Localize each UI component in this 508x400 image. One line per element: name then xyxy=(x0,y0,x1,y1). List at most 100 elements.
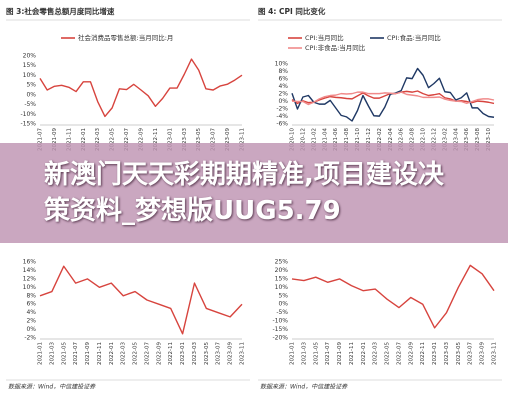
y-tick-label: 20% xyxy=(275,267,289,274)
line xyxy=(291,67,495,122)
x-tick-label: 2023-01 xyxy=(432,342,438,365)
y-tick-label: 12% xyxy=(23,275,37,282)
x-tick-label: 2021-05 xyxy=(61,342,67,365)
y-tick-label: 0% xyxy=(278,98,288,105)
x-tick-label: 2021-11 xyxy=(349,342,355,365)
x-tick-label: 2022-01 xyxy=(361,342,367,365)
y-tick-label: 0% xyxy=(26,91,36,98)
y-tick-label: 0% xyxy=(278,301,288,308)
y-tick-label: -5% xyxy=(24,101,36,108)
x-tick-label: 2022-12 xyxy=(431,128,437,151)
y-tick-label: -10% xyxy=(272,318,288,325)
x-tick-label: 2022-11 xyxy=(153,128,159,151)
x-tick-label: 2022-06 xyxy=(399,128,405,151)
x-tick-label: 2020-12 xyxy=(300,128,306,151)
x-tick-label: 2022-01 xyxy=(81,128,87,151)
y-tick-label: 5% xyxy=(278,292,288,299)
x-tick-label: 2023-11 xyxy=(240,128,246,151)
x-tick-label: 2021-11 xyxy=(97,342,103,365)
x-tick-label: 2023-07 xyxy=(216,342,222,365)
x-tick-label: 2021-09 xyxy=(85,342,91,365)
y-tick-label: 10% xyxy=(23,72,37,79)
legend-label: CPI:食品:当月同比 xyxy=(387,33,441,42)
y-tick-label: -5% xyxy=(276,309,288,316)
y-tick-label: -15% xyxy=(272,326,288,333)
source: 数据来源：Wind，中信建投证券 xyxy=(260,383,348,391)
y-tick-label: 20% xyxy=(23,53,37,60)
line xyxy=(39,58,243,118)
line xyxy=(291,91,495,106)
x-tick-label: 2023-01 xyxy=(180,342,186,365)
x-tick-label: 2021-12 xyxy=(366,128,372,151)
banner: 新澳门天天彩期期精准,项目建设决策资料_梦想版UUG5.79 xyxy=(0,143,508,243)
x-tick-label: 2021-03 xyxy=(301,342,307,365)
x-tick-label: 2022-07 xyxy=(124,128,130,151)
x-tick-label: 2023-01 xyxy=(167,128,173,151)
x-tick-label: 2023-07 xyxy=(468,342,474,365)
x-tick-label: 2023-10 xyxy=(486,128,492,151)
source: 数据来源：Wind，中信建投证券 xyxy=(8,383,96,391)
x-tick-label: 2021-02 xyxy=(311,128,317,151)
x-tick-label: 2022-09 xyxy=(156,342,162,365)
x-tick-label: 2023-05 xyxy=(196,128,202,151)
y-tick-label: -4% xyxy=(276,113,288,120)
x-tick-label: 2022-05 xyxy=(110,128,116,151)
y-tick-label: -2% xyxy=(24,335,36,342)
x-tick-label: 2023-06 xyxy=(464,128,470,151)
x-tick-label: 2023-09 xyxy=(480,342,486,365)
chart-title: 图 4: CPI 同比变化 xyxy=(258,6,326,16)
x-tick-label: 2021-03 xyxy=(49,342,55,365)
x-tick-label: 2022-07 xyxy=(144,342,150,365)
y-tick-label: 6% xyxy=(278,76,288,83)
x-tick-label: 2021-08 xyxy=(344,128,350,151)
x-tick-label: 2021-06 xyxy=(333,128,339,151)
y-tick-label: -2% xyxy=(276,106,288,113)
x-tick-label: 2022-11 xyxy=(420,342,426,365)
chart-title: 图 3:社会零售总额月度同比增速 xyxy=(6,6,115,16)
x-tick-label: 2023-09 xyxy=(228,342,234,365)
x-tick-label: 2021-09 xyxy=(52,128,58,151)
y-tick-label: 15% xyxy=(275,275,289,282)
x-tick-label: 2022-04 xyxy=(388,128,394,151)
y-tick-label: 15% xyxy=(23,62,37,69)
y-tick-label: -6% xyxy=(276,121,288,128)
y-tick-label: 14% xyxy=(23,267,37,274)
x-tick-label: 2021-09 xyxy=(337,342,343,365)
x-tick-label: 2021-01 xyxy=(38,342,44,365)
x-tick-label: 2023-05 xyxy=(456,342,462,365)
x-tick-label: 2020-10 xyxy=(290,128,296,151)
x-tick-label: 2021-07 xyxy=(73,342,79,365)
x-tick-label: 2023-08 xyxy=(475,128,481,151)
x-tick-label: 2022-05 xyxy=(133,342,139,365)
y-tick-label: 0% xyxy=(26,326,36,333)
x-tick-label: 2021-01 xyxy=(290,342,296,365)
x-tick-label: 2023-11 xyxy=(240,342,246,365)
x-tick-label: 2022-09 xyxy=(408,342,414,365)
x-tick-label: 2023-02 xyxy=(442,128,448,151)
y-tick-label: -20% xyxy=(272,335,288,342)
x-tick-label: 2022-03 xyxy=(121,342,127,365)
legend-label: 社会消费品零售总额:当月同比:月 xyxy=(78,33,173,42)
x-tick-label: 2023-03 xyxy=(444,342,450,365)
x-tick-label: 2023-11 xyxy=(492,342,498,365)
y-tick-label: 8% xyxy=(278,68,288,75)
y-tick-label: 10% xyxy=(275,284,289,291)
x-tick-label: 2022-03 xyxy=(95,128,101,151)
x-tick-label: 2021-11 xyxy=(66,128,72,151)
x-tick-label: 2023-04 xyxy=(453,128,459,151)
x-tick-label: 2022-01 xyxy=(109,342,115,365)
x-tick-label: 2022-11 xyxy=(168,342,174,365)
line xyxy=(39,265,243,335)
y-tick-label: 25% xyxy=(275,259,289,266)
x-tick-label: 2021-05 xyxy=(313,342,319,365)
y-tick-label: 4% xyxy=(26,309,36,316)
x-tick-label: 2021-04 xyxy=(322,128,328,151)
legend-label: CPI:当月同比 xyxy=(305,33,344,42)
x-tick-label: 2022-10 xyxy=(421,128,427,151)
x-tick-label: 2022-07 xyxy=(396,342,402,365)
x-tick-label: 2022-02 xyxy=(377,128,383,151)
x-tick-label: 2021-10 xyxy=(355,128,361,151)
x-tick-label: 2023-05 xyxy=(204,342,210,365)
